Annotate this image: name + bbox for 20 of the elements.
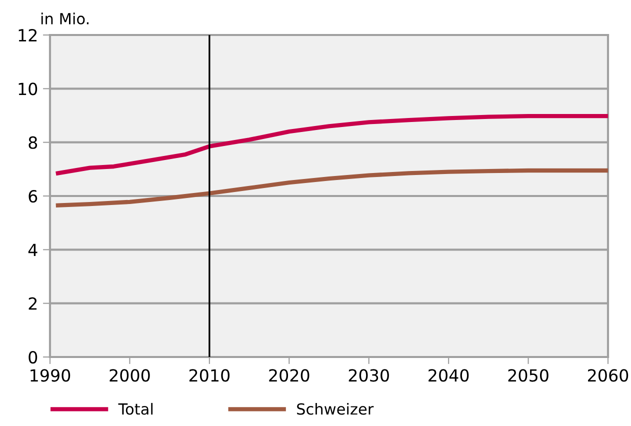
y-tick-label: 2 bbox=[28, 297, 37, 310]
x-tick-label: 2050 bbox=[508, 369, 548, 382]
y-tick-label: 6 bbox=[28, 190, 38, 203]
legend-label: Total bbox=[118, 402, 153, 415]
x-tick-label: 2020 bbox=[269, 369, 310, 382]
line-series bbox=[56, 168, 608, 208]
y-tick-label: 0 bbox=[28, 350, 38, 364]
y-tick-label: 12 bbox=[18, 28, 37, 42]
x-tick-label: 2030 bbox=[348, 369, 389, 382]
legend-label: Schweizer bbox=[297, 402, 374, 415]
y-tick-label: 10 bbox=[18, 82, 38, 96]
x-tick-label: 1990 bbox=[30, 369, 70, 382]
y-tick-label: 8 bbox=[28, 136, 38, 149]
line-series bbox=[56, 114, 608, 176]
y-tick-label: 4 bbox=[28, 244, 38, 256]
x-tick-label: 2040 bbox=[428, 369, 469, 382]
x-tick-label: 2060 bbox=[588, 369, 628, 382]
x-tick-label: 2010 bbox=[189, 369, 230, 382]
y-axis-title: in Mio. bbox=[41, 12, 88, 24]
x-tick-label: 2000 bbox=[110, 369, 150, 382]
